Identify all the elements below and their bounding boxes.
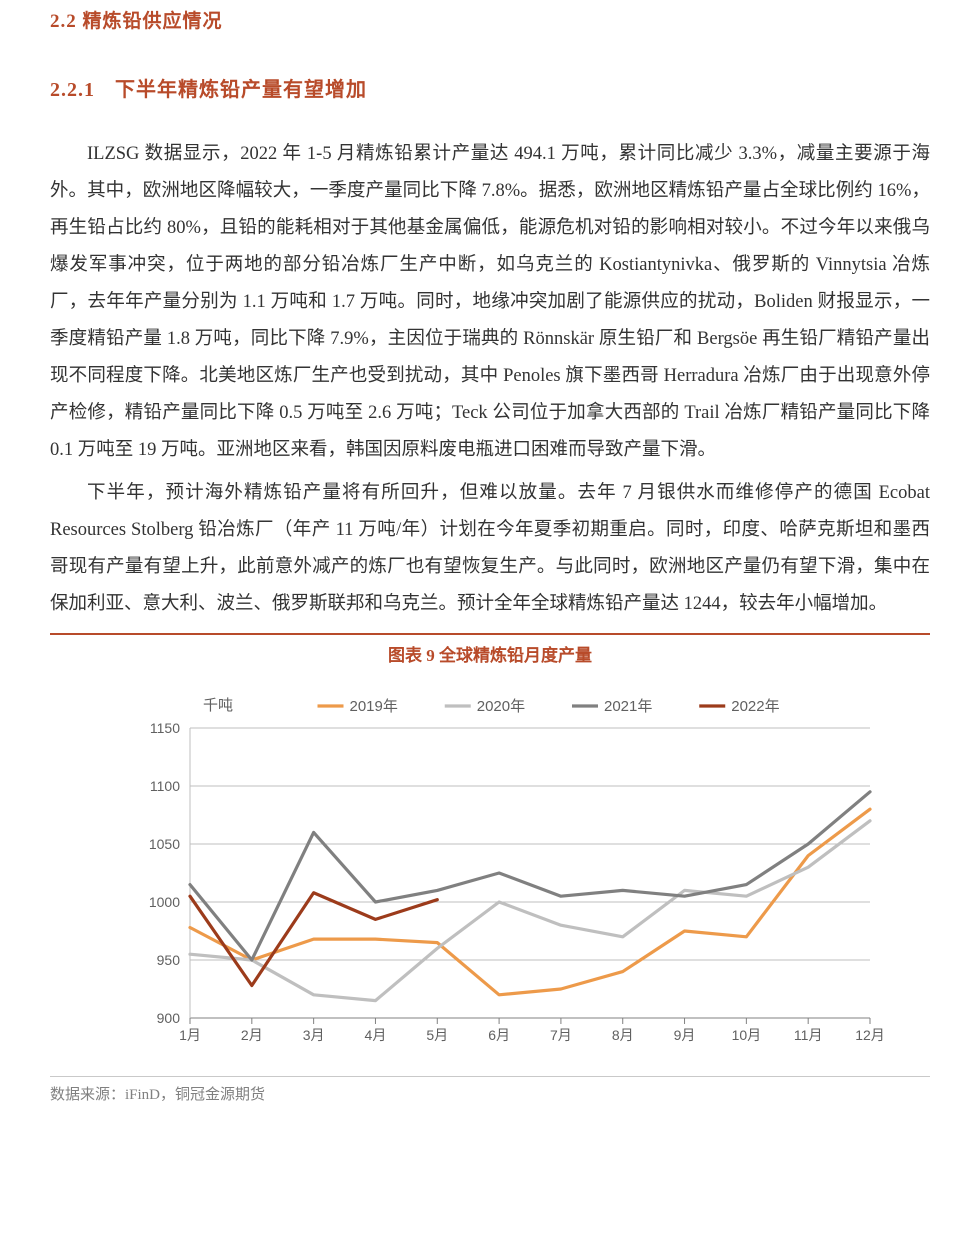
svg-text:2021年: 2021年: [604, 698, 652, 715]
svg-text:11月: 11月: [794, 1027, 823, 1043]
svg-text:4月: 4月: [365, 1027, 387, 1043]
svg-text:10月: 10月: [732, 1027, 762, 1043]
svg-text:9月: 9月: [674, 1027, 696, 1043]
svg-text:7月: 7月: [550, 1027, 572, 1043]
svg-text:1150: 1150: [150, 720, 180, 736]
svg-text:1月: 1月: [179, 1027, 201, 1043]
svg-text:950: 950: [157, 952, 181, 968]
chart-caption: 图表 9 全球精炼铅月度产量: [50, 641, 930, 666]
svg-text:2019年: 2019年: [350, 698, 398, 715]
data-source: 数据来源：iFinD，铜冠金源期货: [50, 1076, 930, 1104]
svg-text:900: 900: [157, 1010, 181, 1026]
svg-text:2月: 2月: [241, 1027, 263, 1043]
divider: [50, 633, 930, 635]
subsection-heading: 2.2.1 下半年精炼铅产量有望增加: [50, 73, 930, 102]
line-chart: 900 950 1000 1050 1100 1150 千吨 1月 2月 3月 4月 5月 6月 7月 8月…: [90, 678, 890, 1058]
svg-text:1050: 1050: [149, 836, 180, 852]
svg-text:3月: 3月: [303, 1027, 325, 1043]
subsection-number: 2.2.1: [50, 79, 95, 101]
svg-text:6月: 6月: [488, 1027, 510, 1043]
svg-text:8月: 8月: [612, 1027, 634, 1043]
section-heading: 2.2 精炼铅供应情况: [50, 6, 930, 33]
paragraph-2: 下半年，预计海外精炼铅产量将有所回升，但难以放量。去年 7 月银供水而维修停产的…: [50, 475, 930, 623]
svg-text:1000: 1000: [149, 894, 180, 910]
subsection-title: 下半年精炼铅产量有望增加: [115, 79, 367, 101]
svg-text:千吨: 千吨: [203, 697, 233, 714]
svg-text:5月: 5月: [426, 1027, 448, 1043]
svg-text:2022年: 2022年: [731, 698, 779, 715]
svg-text:2020年: 2020年: [477, 698, 525, 715]
svg-text:12月: 12月: [855, 1027, 885, 1043]
paragraph-1: ILZSG 数据显示，2022 年 1-5 月精炼铅累计产量达 494.1 万吨…: [50, 136, 930, 469]
svg-text:1100: 1100: [150, 778, 180, 794]
